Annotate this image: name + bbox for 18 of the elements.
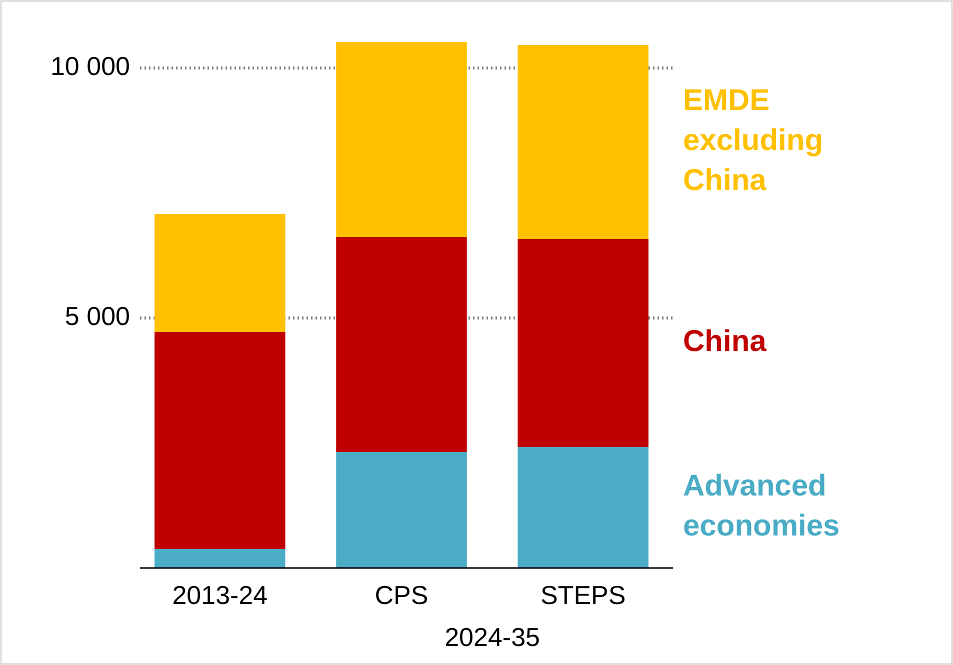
bar xyxy=(336,452,467,568)
x-tick-label: CPS xyxy=(374,580,428,610)
bar xyxy=(154,549,286,568)
bar xyxy=(154,214,286,332)
x-tick-label: STEPS xyxy=(540,580,626,610)
text: 2024-35 xyxy=(444,622,540,652)
series-label: Advanced economies xyxy=(683,469,840,542)
bar xyxy=(518,45,648,239)
y-tick-label: 10 000 xyxy=(50,50,130,81)
bar xyxy=(518,239,648,447)
bar xyxy=(518,447,648,568)
y-tick-label: 5 000 xyxy=(64,300,130,331)
x-tick-label: 2013-24 xyxy=(172,580,268,610)
bar xyxy=(154,332,286,549)
bar xyxy=(336,237,467,452)
series-label: China xyxy=(683,324,767,358)
bar xyxy=(336,42,467,237)
series-label: EMDE excluding China xyxy=(683,84,824,197)
